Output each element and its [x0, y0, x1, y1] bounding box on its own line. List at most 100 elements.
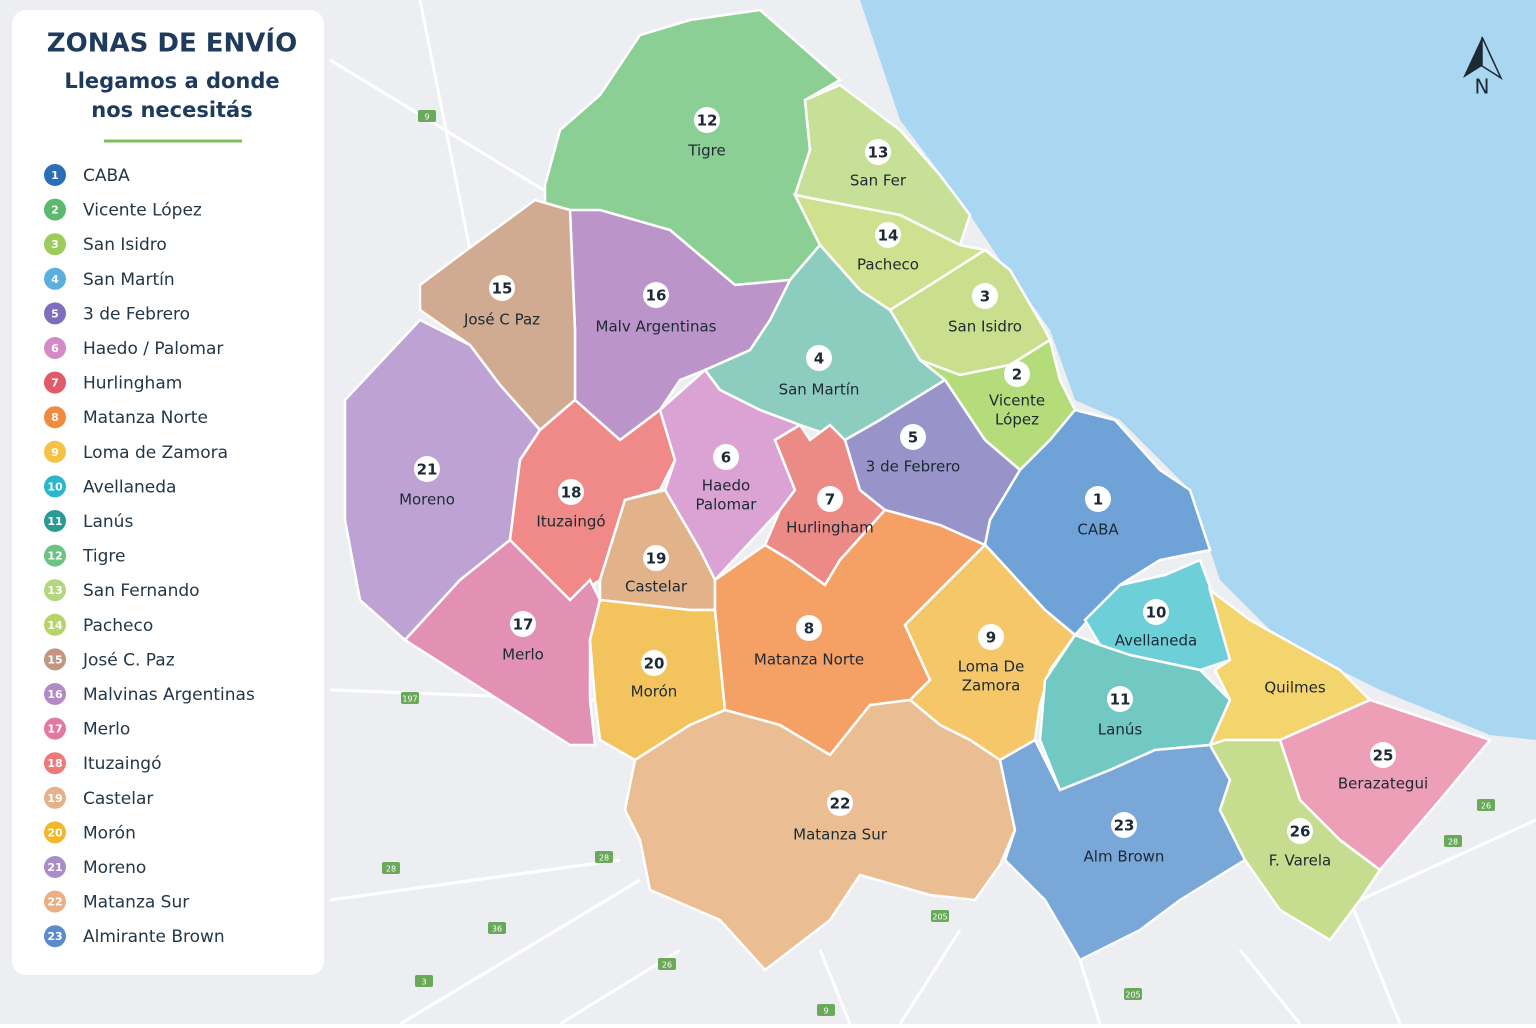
road-shield-label: 197	[402, 695, 417, 704]
legend-name: Vicente López	[83, 201, 202, 221]
zone-number: 19	[646, 550, 667, 568]
legend-badge	[44, 267, 66, 290]
zone-number: 14	[878, 227, 899, 245]
legend-name: 3 de Febrero	[83, 304, 190, 324]
legend-number: 5	[51, 307, 59, 320]
zone-label: José C Paz	[463, 311, 540, 329]
zone-label: 3 de Febrero	[866, 458, 960, 476]
zone-badge	[694, 107, 720, 133]
zone-label: Hurlingham	[786, 519, 874, 537]
zone-number: 3	[980, 288, 990, 306]
zone-label: Tigre	[687, 142, 725, 160]
zone-number: 23	[1114, 817, 1135, 835]
legend-number: 3	[51, 238, 59, 251]
zone-badge	[875, 222, 901, 248]
zone-number: 8	[804, 620, 814, 638]
zone-number: 17	[513, 616, 534, 634]
legend-number: 6	[51, 342, 59, 355]
zone-label: Vicente	[989, 392, 1045, 410]
legend-number: 9	[51, 446, 59, 459]
road-shield	[1444, 835, 1462, 847]
road-shield	[418, 110, 436, 122]
zone-badge	[1004, 361, 1030, 387]
legend-name: Malvinas Argentinas	[83, 685, 255, 705]
zone-number: 26	[1290, 823, 1311, 841]
legend-name: Morón	[83, 823, 136, 843]
legend-badge	[44, 440, 66, 463]
zone-number: 20	[644, 655, 665, 673]
zone-label: Palomar	[696, 496, 758, 514]
zone-number: 22	[830, 795, 851, 813]
legend-title: ZONAS DE ENVÍO	[47, 27, 297, 59]
legend-name: Avellaneda	[83, 477, 176, 497]
legend-number: 2	[51, 204, 59, 217]
legend-badge	[44, 925, 66, 948]
zone-label: San Isidro	[948, 318, 1022, 336]
road-shield	[817, 1004, 835, 1016]
road-shield-label: 28	[599, 854, 609, 863]
road-shield-label: 205	[1125, 991, 1140, 1000]
road-shield-label: 205	[932, 913, 947, 922]
legend-name: San Fernando	[83, 581, 200, 601]
compass: N	[1463, 36, 1503, 99]
legend-name: Haedo / Palomar	[83, 339, 223, 359]
zone-badge	[510, 611, 536, 637]
legend-number: 11	[47, 515, 62, 528]
zone-badge	[1111, 812, 1137, 838]
legend-number: 21	[47, 861, 62, 874]
legend-number: 4	[51, 273, 59, 286]
zone-badge	[1107, 686, 1133, 712]
road-shield	[1124, 988, 1142, 1000]
road-shield	[1477, 799, 1495, 811]
road-shield-label: 36	[492, 925, 502, 934]
legend-badge	[44, 406, 66, 429]
zone-badge	[817, 486, 843, 512]
zone-label: Matanza Norte	[754, 651, 864, 669]
zone-badge	[643, 545, 669, 571]
road-shield-label: 28	[1448, 838, 1458, 847]
zone-number: 16	[646, 287, 667, 305]
zone-badge	[1287, 818, 1313, 844]
legend-number: 23	[47, 930, 62, 943]
zone-number: 1	[1093, 491, 1103, 509]
road-shield-label: 9	[424, 113, 429, 122]
legend-number: 14	[47, 619, 63, 632]
zone-label: San Martín	[779, 381, 860, 399]
legend-name: CABA	[83, 166, 130, 186]
zone-badge	[900, 424, 926, 450]
water	[860, 0, 1536, 740]
zone-label: Morón	[631, 683, 678, 701]
legend-name: Hurlingham	[83, 374, 182, 394]
legend-name: Lanús	[83, 512, 133, 532]
zone-label: CABA	[1077, 521, 1119, 539]
zone-badge	[641, 650, 667, 676]
legend-badge	[44, 475, 66, 498]
zone-label: Haedo	[702, 477, 750, 495]
compass-label: N	[1475, 75, 1490, 99]
legend-subtitle: Llegamos a donde	[64, 69, 279, 93]
road-shield	[415, 975, 433, 987]
zone-number: 15	[492, 280, 513, 298]
compass-arrow	[1481, 36, 1503, 80]
zone-number: 5	[908, 429, 918, 447]
legend-badge	[44, 337, 66, 359]
legend-badge	[44, 233, 66, 256]
legend-number: 20	[47, 826, 63, 839]
legend-name: Pacheco	[83, 616, 153, 636]
road-shield-label: 28	[386, 865, 396, 874]
zone-label: Avellaneda	[1115, 632, 1197, 650]
zone-number: 13	[868, 144, 889, 162]
legend-name: San Martín	[83, 270, 175, 290]
zone-badge	[713, 444, 739, 470]
legend-subtitle: nos necesitás	[91, 98, 252, 122]
road-shield	[658, 958, 676, 970]
legend-number: 10	[47, 480, 63, 493]
legend-badge	[44, 302, 66, 325]
legend-number: 19	[47, 792, 62, 805]
legend-name: Ituzaingó	[83, 754, 161, 774]
legend-badge	[44, 717, 66, 740]
zone-label: Loma De	[958, 658, 1025, 676]
zone-number: 21	[417, 461, 438, 479]
